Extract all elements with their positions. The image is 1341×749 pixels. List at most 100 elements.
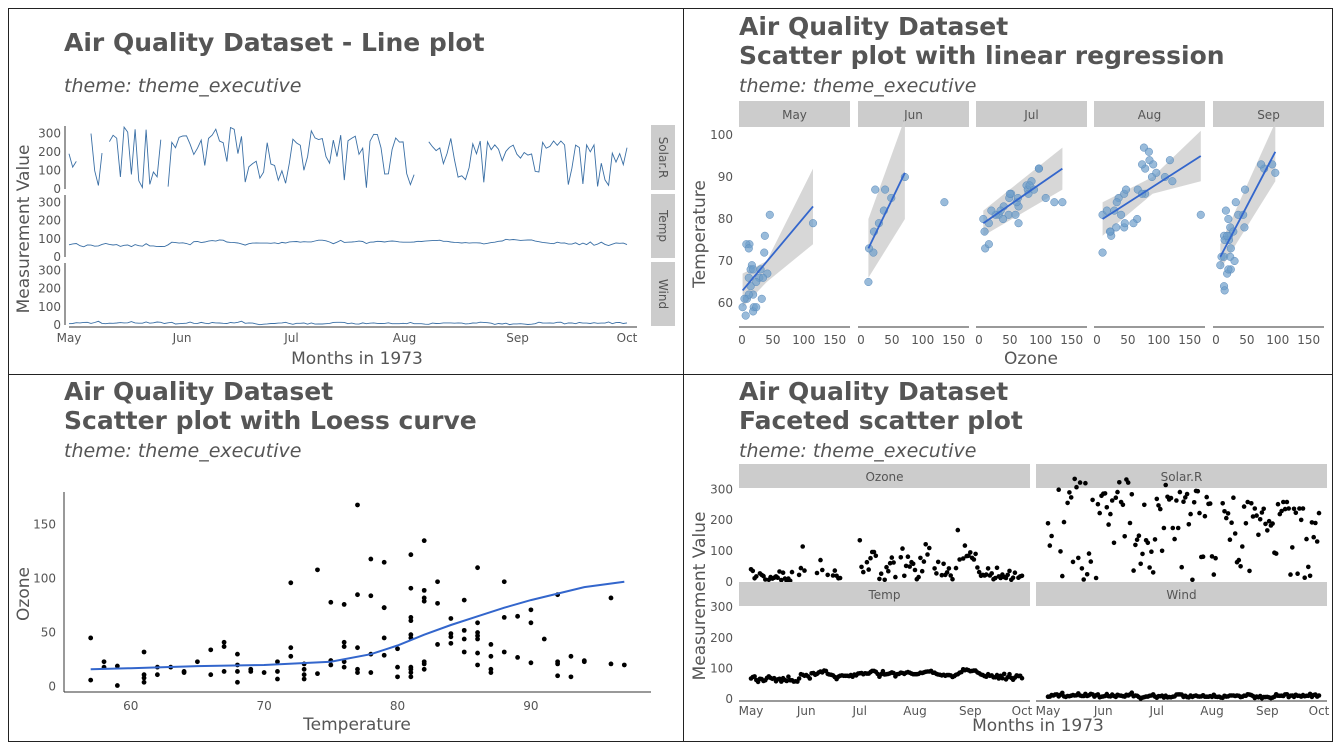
data-point [903, 563, 909, 569]
chart-subtitle: theme: theme_executive [739, 440, 976, 462]
data-point [1050, 198, 1059, 207]
data-point [1104, 505, 1110, 510]
data-point [940, 198, 949, 207]
data-point [1172, 536, 1177, 542]
loess-plot-panel: Air Quality Dataset Scatter plot with Lo… [8, 374, 684, 742]
data-point [818, 557, 823, 563]
data-point [779, 679, 784, 684]
data-point [154, 672, 160, 678]
data-point [421, 661, 427, 667]
data-point [889, 555, 895, 560]
data-point [1220, 501, 1225, 506]
facet-strip [976, 101, 1087, 127]
chart-subtitle: theme: theme_executive [64, 75, 301, 97]
facet-strip [1036, 582, 1327, 606]
data-point [275, 659, 280, 665]
y-tick-label: 200 [38, 214, 61, 228]
regression-line [1102, 155, 1202, 220]
data-point [328, 662, 334, 668]
data-point [555, 661, 561, 667]
data-point [141, 679, 147, 685]
data-point [1204, 494, 1209, 500]
data-point [796, 572, 802, 578]
data-point [1077, 480, 1083, 485]
data-point [1295, 571, 1300, 576]
data-point [861, 569, 866, 575]
x-tick-label: 150 [1297, 333, 1320, 347]
data-point [1230, 256, 1239, 266]
data-point [1138, 561, 1143, 567]
data-point [1072, 476, 1077, 482]
data-point [1129, 690, 1135, 695]
data-point [989, 571, 994, 576]
data-point [750, 568, 756, 574]
data-point [980, 227, 989, 236]
data-point [368, 670, 374, 675]
data-point [1224, 265, 1233, 274]
data-point [408, 632, 414, 638]
data-point [1290, 545, 1295, 550]
data-point [893, 574, 898, 580]
data-point [1061, 519, 1067, 525]
data-point [1067, 490, 1072, 495]
data-point [900, 546, 905, 551]
data-point [1184, 491, 1190, 497]
data-point [1145, 540, 1151, 546]
y-tick-label: 80 [718, 212, 733, 226]
facet-strip [858, 101, 969, 127]
data-point [1122, 534, 1127, 539]
data-point [221, 639, 227, 645]
x-tick-label: 100 [911, 333, 934, 347]
confidence-band [983, 147, 1063, 236]
data-point [355, 592, 360, 598]
data-point [1131, 568, 1136, 573]
data-point [1245, 499, 1250, 505]
data-point [877, 576, 882, 582]
data-point [808, 219, 818, 228]
data-point [1254, 513, 1259, 518]
data-point [1065, 500, 1070, 506]
regression-plot-svg: Air Quality Dataset Scatter plot with li… [690, 12, 1324, 369]
data-point [935, 559, 941, 565]
data-point [408, 552, 414, 558]
y-tick-label: 200 [710, 513, 733, 527]
data-point [950, 576, 955, 582]
x-tick-label: Oct [617, 331, 638, 345]
data-point [328, 599, 334, 605]
y-tick-label: 300 [38, 263, 61, 277]
data-point [1300, 506, 1306, 511]
data-point [796, 676, 802, 681]
data-point [528, 607, 534, 613]
data-point [1102, 206, 1111, 215]
data-point [1270, 521, 1275, 526]
data-point [501, 615, 507, 620]
y-tick-label: 0 [48, 680, 56, 694]
data-point [916, 574, 921, 580]
data-point [1231, 495, 1236, 500]
data-point [1165, 156, 1174, 165]
data-point [1047, 543, 1053, 548]
data-point [1261, 506, 1266, 512]
x-tick-label: 0 [1093, 333, 1101, 347]
data-point [1056, 487, 1061, 492]
data-point [1161, 525, 1167, 531]
y-tick-label: 200 [38, 282, 61, 296]
data-point [1265, 528, 1270, 533]
data-point [985, 566, 991, 571]
facet-strip-label: Jun [903, 108, 923, 122]
x-axis-label: Ozone [1004, 349, 1058, 369]
data-point [1121, 185, 1131, 194]
y-tick-label: 0 [53, 250, 61, 264]
x-tick-label: 70 [256, 699, 271, 713]
data-point [1149, 549, 1154, 554]
y-axis-label: Measurement Value [690, 512, 710, 681]
data-point [1152, 168, 1161, 177]
data-point [932, 566, 937, 571]
data-point [275, 669, 280, 674]
data-point [925, 552, 930, 557]
facet-strip [651, 125, 675, 190]
chart-title: Air Quality Dataset [739, 12, 1008, 41]
data-point [1086, 551, 1092, 556]
line-plot-svg: Air Quality Dataset - Line plot theme: t… [14, 28, 675, 369]
data-point [621, 662, 627, 668]
